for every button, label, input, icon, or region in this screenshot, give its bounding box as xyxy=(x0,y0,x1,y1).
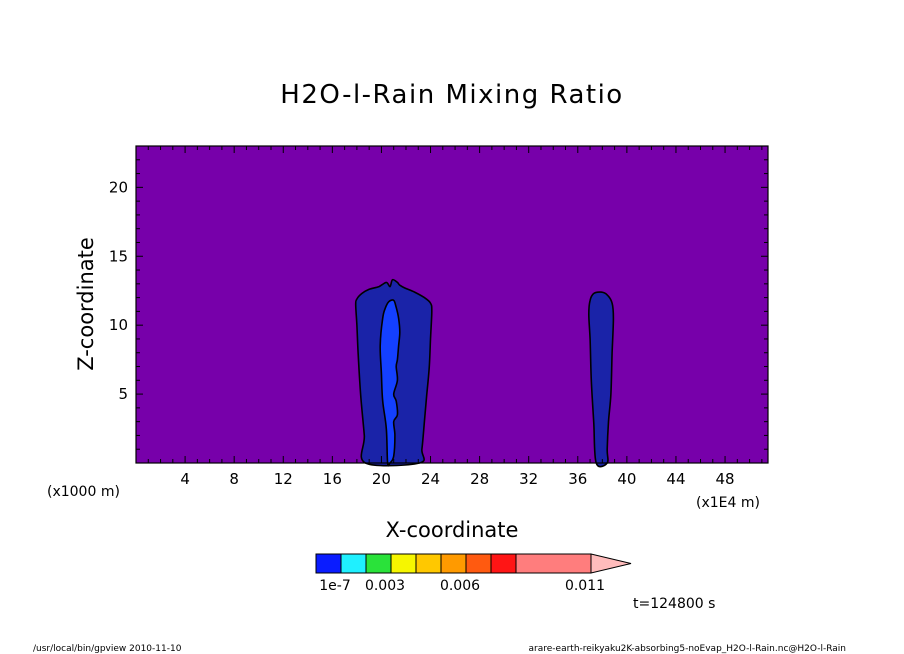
colorbar-swatch xyxy=(365,553,392,574)
x-tick-label: 4 xyxy=(180,470,190,488)
colorbar-label: 0.003 xyxy=(365,578,405,594)
x-tick-label: 24 xyxy=(421,470,440,488)
colorbar-label: 0.006 xyxy=(440,578,480,594)
x-tick-label: 8 xyxy=(229,470,239,488)
x-tick-label: 44 xyxy=(666,470,685,488)
colorbar-swatch xyxy=(465,553,492,574)
colorbar-swatch xyxy=(315,553,342,574)
x-axis-title: X-coordinate xyxy=(386,518,519,542)
x-tick-label: 20 xyxy=(372,470,391,488)
colorbar-swatch xyxy=(490,553,517,574)
y-axis-ticks: 5 10 15 20 xyxy=(109,159,768,450)
colorbar-swatch xyxy=(440,553,467,574)
contour-cell-1-core xyxy=(379,299,401,467)
footer-right: arare-earth-reikyaku2K-absorbing5-noEvap… xyxy=(529,644,846,654)
x-unit-right-label: (x1E4 m) xyxy=(696,495,760,511)
colorbar-swatch xyxy=(515,553,592,574)
x-tick-label: 28 xyxy=(470,470,489,488)
y-tick-label: 15 xyxy=(109,247,128,265)
colorbar-swatch xyxy=(390,553,417,574)
time-label: t=124800 s xyxy=(633,596,715,612)
chart-title: H2O-l-Rain Mixing Ratio xyxy=(280,80,623,110)
x-tick-label: 16 xyxy=(323,470,342,488)
y-tick-label: 10 xyxy=(109,316,128,334)
colorbar-swatch xyxy=(340,553,367,574)
x-unit-left-label: (x1000 m) xyxy=(47,484,120,500)
colorbar-arrow xyxy=(590,553,632,574)
contour-layer xyxy=(354,278,615,468)
x-tick-label: 40 xyxy=(617,470,636,488)
contour-cell-2 xyxy=(587,291,615,468)
colorbar-label: 0.011 xyxy=(565,578,605,594)
y-tick-label: 20 xyxy=(109,178,128,196)
colorbar-swatch xyxy=(415,553,442,574)
y-tick-label: 5 xyxy=(118,385,128,403)
x-tick-label: 36 xyxy=(568,470,587,488)
colorbar: 1e-7 0.003 0.006 0.011 xyxy=(315,553,632,594)
plot-frame xyxy=(135,145,769,464)
y-axis-title: Z-coordinate xyxy=(74,237,98,371)
x-axis-ticks: 4 8 12 16 20 24 28 32 36 40 44 48 xyxy=(147,146,763,488)
plot-background xyxy=(136,146,768,463)
x-tick-label: 12 xyxy=(274,470,293,488)
x-tick-label: 48 xyxy=(716,470,735,488)
colorbar-label: 1e-7 xyxy=(319,578,350,594)
plot-area xyxy=(135,145,769,468)
x-tick-label: 32 xyxy=(519,470,538,488)
footer-left: /usr/local/bin/gpview 2010-11-10 xyxy=(33,644,182,654)
